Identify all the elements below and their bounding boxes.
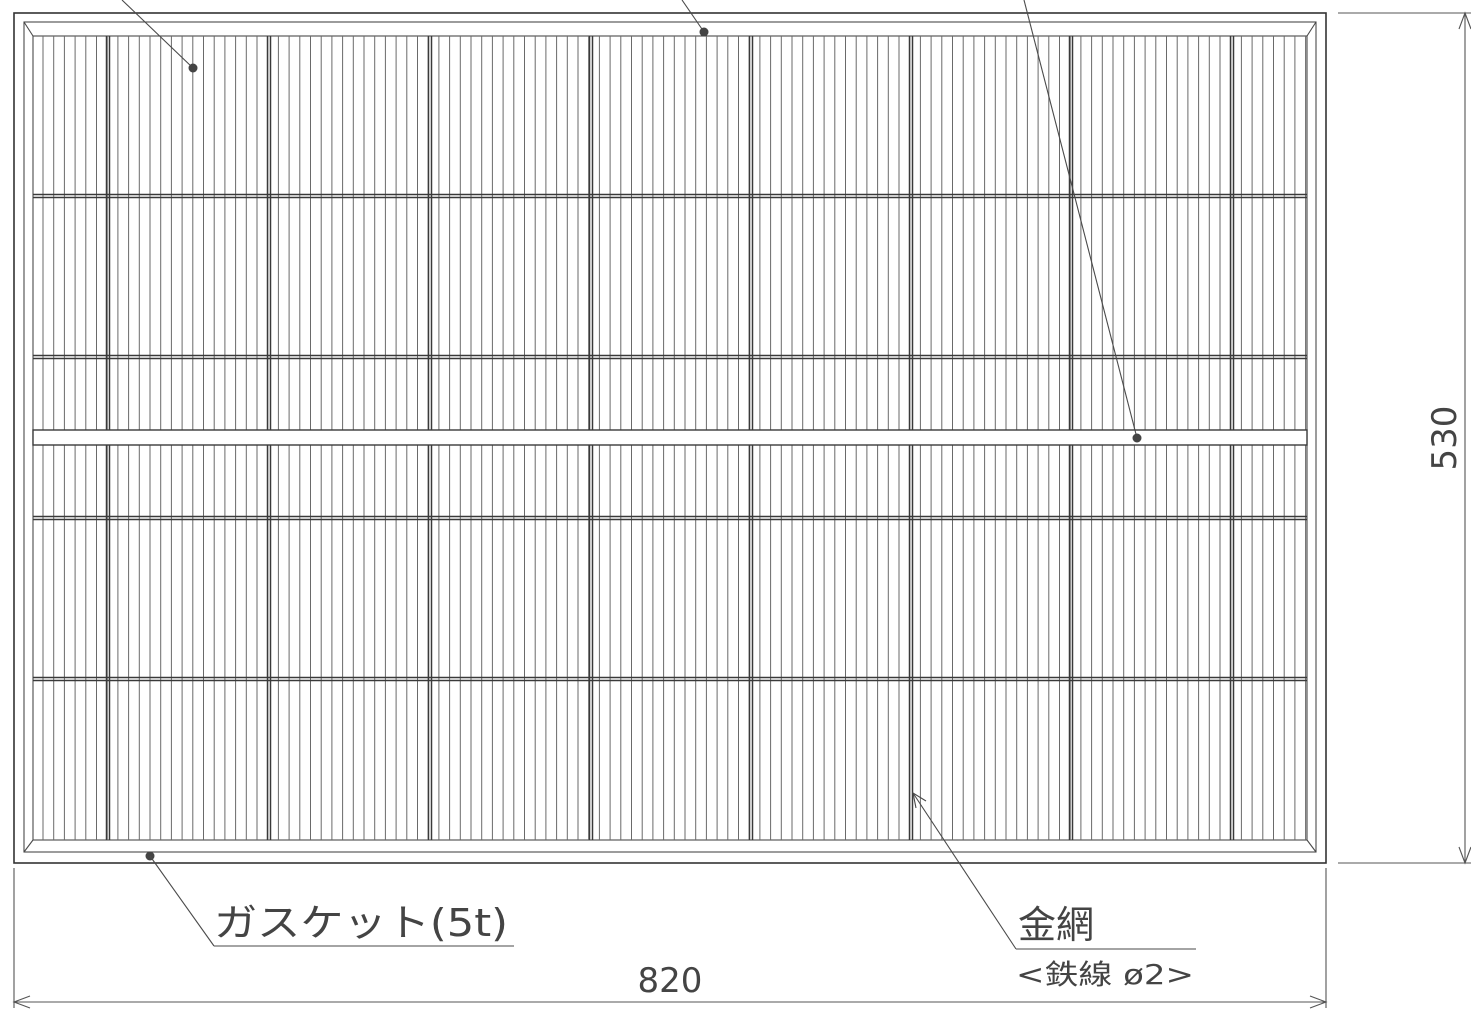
dim-arrow-bottom-icon <box>1458 846 1471 865</box>
top-leaders <box>121 0 1142 443</box>
mesh-spec-label: <鉄線 ø2> <box>1016 958 1194 991</box>
dim-arrow-top-icon <box>1458 11 1471 30</box>
center-stiffener <box>32 429 1308 446</box>
height-dimension-value: 530 <box>1425 406 1465 471</box>
width-dimension-value: 820 <box>638 961 703 1001</box>
gasket-label: ガスケット(5t) <box>214 901 508 945</box>
leader-dot-right <box>1132 433 1142 443</box>
dim-arrow-right-icon <box>1309 995 1328 1009</box>
gasket-callout: ガスケット(5t) <box>145 851 514 947</box>
mesh-arrow-icon <box>912 791 927 809</box>
width-dimension: 820 <box>12 868 1328 1009</box>
mesh-callout: 金網 <鉄線 ø2> <box>912 791 1196 991</box>
leader-dot-top <box>699 27 709 37</box>
mesh-label: 金網 <box>1018 903 1094 947</box>
leader-dot-left <box>188 63 198 73</box>
height-dimension: 530 <box>1338 11 1471 865</box>
dim-arrow-left-icon <box>12 995 31 1009</box>
